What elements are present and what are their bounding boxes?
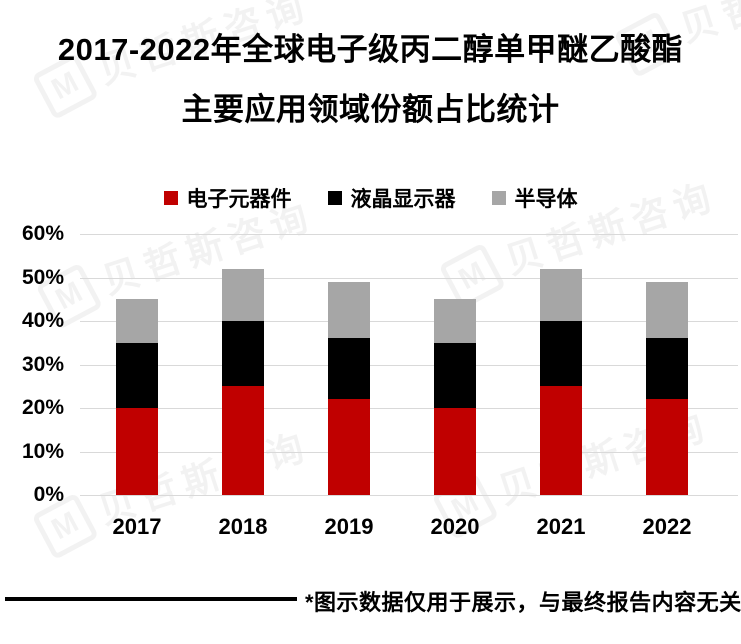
bar-2021 — [508, 234, 614, 495]
x-tick-label: 2021 — [536, 514, 586, 539]
x-tick-label: 2019 — [324, 514, 374, 539]
bar-segment — [434, 342, 476, 408]
bars — [84, 234, 720, 495]
bar-segment — [540, 321, 582, 387]
y-tick-label: 50% — [21, 265, 64, 289]
bar-segment — [328, 281, 370, 339]
bar-segment — [116, 299, 158, 343]
gridline — [80, 451, 738, 453]
footnote-divider — [5, 597, 297, 601]
bar-segment — [646, 399, 688, 495]
y-tick-label: 40% — [21, 309, 64, 332]
legend-item: 半导体 — [491, 183, 578, 213]
x-tick-label: 2022 — [642, 514, 692, 539]
y-tick-label: 10% — [21, 439, 64, 463]
bar-segment — [434, 408, 476, 495]
bar-segment — [434, 299, 476, 343]
x-tick-label: 2018 — [218, 514, 268, 539]
bar-segment — [222, 386, 264, 495]
bar-segment — [328, 338, 370, 400]
bar-segment — [540, 386, 582, 495]
y-tick-label: 20% — [21, 396, 64, 419]
bar-segment — [328, 399, 370, 495]
legend-label: 半导体 — [514, 188, 578, 211]
legend-label: 电子元器件 — [186, 188, 292, 211]
legend-label: 液晶显示器 — [350, 188, 456, 211]
legend-swatch-icon — [327, 191, 342, 205]
legend-item: 电子元器件 — [163, 183, 292, 213]
y-tick-label: 60% — [21, 222, 64, 245]
chart-title-line1: 2017-2022年全球电子级丙二醇单甲醚乙酸酯 — [57, 32, 684, 67]
gridline — [80, 321, 738, 322]
gridline — [80, 277, 738, 279]
bar-2017 — [84, 234, 190, 495]
bar-segment — [646, 281, 688, 339]
legend-item: 液晶显示器 — [327, 183, 456, 213]
y-axis-labels: 60% 50% 40% 30% 20% 10% 0% — [0, 222, 64, 506]
bar-2019 — [296, 234, 402, 495]
bar-2022 — [614, 234, 720, 495]
legend-swatch-icon — [491, 191, 506, 205]
bar-segment — [540, 268, 582, 321]
bar-2018 — [190, 234, 296, 495]
chart-title: 2017-2022年全球电子级丙二醇单甲醚乙酸酯 主要应用领域份额占比统计 — [0, 20, 741, 140]
legend-swatch-icon — [163, 191, 178, 205]
bar-segment — [646, 338, 688, 400]
plot-area — [80, 234, 738, 496]
gridline — [80, 495, 738, 496]
legend: 电子元器件 液晶显示器 半导体 — [0, 183, 741, 213]
x-axis-labels: 2017 2018 2019 2020 2021 2022 — [84, 514, 720, 540]
gridline — [80, 408, 738, 409]
gridline — [80, 234, 738, 235]
footnote: *图示数据仅用于展示，与最终报告内容无关 — [305, 590, 741, 615]
bar-segment — [116, 342, 158, 408]
chart-title-line2: 主要应用领域份额占比统计 — [181, 92, 560, 127]
bar-segment — [222, 268, 264, 321]
bar-segment — [116, 408, 158, 495]
bar-2020 — [402, 234, 508, 495]
x-tick-label: 2020 — [430, 514, 480, 539]
bar-segment — [222, 321, 264, 387]
gridline — [80, 364, 738, 366]
y-tick-label: 30% — [21, 352, 64, 376]
x-tick-label: 2017 — [112, 514, 162, 539]
y-tick-label: 0% — [33, 483, 64, 506]
